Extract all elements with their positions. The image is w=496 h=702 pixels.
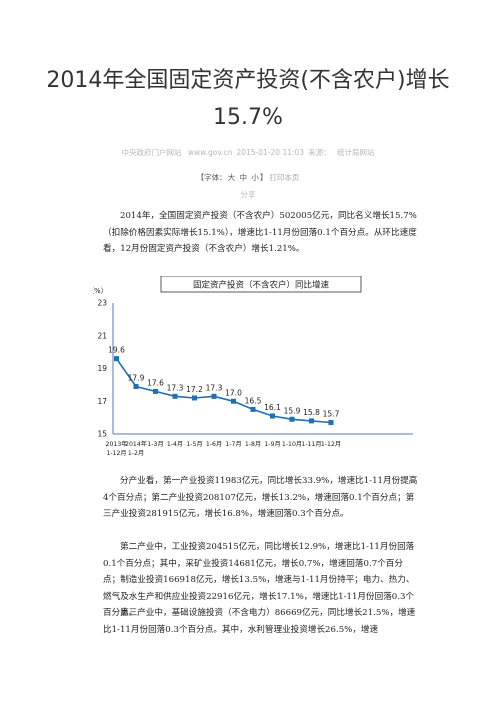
data-label: 17.3 xyxy=(167,383,184,392)
x-tick-label: 1-12月 xyxy=(106,450,126,457)
x-tick-label: 2013年 xyxy=(106,440,128,448)
meta-source-site[interactable]: 中央政府门户网站 xyxy=(121,148,182,157)
data-point xyxy=(309,418,314,424)
x-tick-label: 1-8月 xyxy=(245,441,261,448)
data-point xyxy=(211,393,217,399)
print-page-link[interactable]: 打印本页 xyxy=(269,173,300,182)
x-tick-label: 1-2月 xyxy=(128,450,144,457)
data-point xyxy=(114,356,119,362)
x-tick-label: 1-7月 xyxy=(225,441,241,448)
data-label: 17.9 xyxy=(128,374,145,383)
data-label: 16.5 xyxy=(245,396,262,405)
y-tick-label: 15 xyxy=(97,430,107,439)
chart-title-box xyxy=(160,276,362,293)
data-point xyxy=(289,416,295,422)
data-point xyxy=(250,406,256,412)
x-tick-label: 1-9月 xyxy=(264,441,280,448)
data-label: 15.9 xyxy=(284,406,301,415)
x-tick-label: 1-4月 xyxy=(167,441,183,448)
share-link[interactable]: 分享 xyxy=(240,190,256,199)
meta-source[interactable]: 统计局网站 xyxy=(336,148,375,157)
meta-datetime: 2015-01-20 11:03 xyxy=(236,148,305,157)
data-label: 17.2 xyxy=(186,385,203,394)
meta-source-label: 来源： xyxy=(308,148,331,157)
paragraph-1: 2014年，全国固定资产投资（不含农户）502005亿元，同比名义增长15.7%… xyxy=(103,211,417,254)
x-tick-label: 1-10月 xyxy=(282,441,302,448)
data-label: 19.6 xyxy=(108,346,125,355)
font-medium-link[interactable]: 中 xyxy=(239,173,248,182)
x-tick-label: 1-3月 xyxy=(147,441,163,448)
font-controls-prefix: 【字体： xyxy=(196,173,227,182)
data-label: 17.3 xyxy=(206,383,223,392)
data-label: 17.0 xyxy=(225,388,242,397)
data-point xyxy=(192,395,197,401)
data-label: 17.6 xyxy=(147,378,164,387)
data-point xyxy=(172,393,178,399)
data-point xyxy=(328,420,334,426)
x-tick-label: 1-5月 xyxy=(186,441,202,448)
article-meta: 中央政府门户网站 www.gov.cn 2015-01-20 11:03 来源： 统… xyxy=(0,147,496,158)
x-tick-label: 2014年 xyxy=(125,440,147,448)
data-label: 16.1 xyxy=(264,403,281,412)
series-line xyxy=(115,358,332,424)
y-tick-label: 19 xyxy=(97,364,107,373)
y-tick-label: 23 xyxy=(97,299,107,308)
growth-chart: 固定资产投资（不含农户）同比增速 （%） 15 17 19 21 23 19.6 17.9… xyxy=(93,276,429,466)
paragraph-4: 第三产业中，基础设施投资（不含电力）86669亿元，同比增长21.5%，增速比1… xyxy=(103,608,416,635)
x-tick-label: 1-6月 xyxy=(206,441,222,448)
font-controls-suffix: 】 xyxy=(259,173,268,182)
x-tick-label: 1-12月 xyxy=(321,441,341,448)
paragraph-3: 第二产业中，工业投资204515亿元，同比增长12.9%，增速比1-11月份回落… xyxy=(103,542,415,618)
chart-svg: 固定资产投资（不含农户）同比增速 （%） 15 17 19 21 23 19.6 17.9… xyxy=(93,276,413,457)
data-point xyxy=(153,388,158,394)
data-point xyxy=(133,384,139,390)
data-point xyxy=(270,413,275,419)
font-large-link[interactable]: 大 xyxy=(227,173,236,182)
paragraph-2: 分产业看，第一产业投资11983亿元，同比增长33.9%，增速比1-11月份提高… xyxy=(103,476,418,519)
chart-title: 固定资产投资（不含农户）同比增速 xyxy=(193,280,330,291)
data-point xyxy=(231,398,236,404)
article-title: 2014年全国固定资产投资(不含农户)增长15.7% xyxy=(46,68,450,130)
y-tick-label: 17 xyxy=(97,397,107,406)
font-small-link[interactable]: 小 xyxy=(251,173,259,182)
x-tick-label: 1-11月 xyxy=(301,441,321,448)
y-tick-label: 21 xyxy=(97,331,107,340)
chart-ylabel: （%） xyxy=(93,287,108,295)
data-label: 15.8 xyxy=(303,408,320,417)
meta-url[interactable]: www.gov.cn xyxy=(187,148,233,157)
data-label: 15.7 xyxy=(323,410,340,419)
font-size-controls: 【字体：大 中 小】 打印本页 xyxy=(0,172,496,183)
